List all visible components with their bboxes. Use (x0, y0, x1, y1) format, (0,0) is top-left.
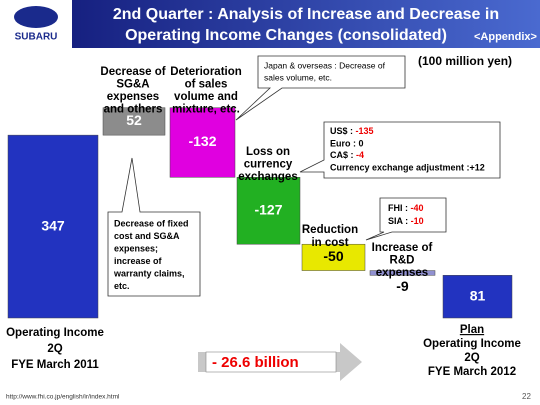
callout-label: US$ : (330, 126, 356, 136)
callout-text: Currency exchange adjustment :+12 (330, 162, 485, 172)
callout-text: increase of (114, 256, 163, 266)
category-label: volume and (174, 91, 238, 103)
category-label: and others (104, 104, 163, 116)
value-label: 81 (470, 287, 486, 303)
bar (442, 275, 513, 319)
unit: (100 million yen) (418, 54, 512, 68)
callout-value: -135 (356, 126, 374, 136)
callout (299, 121, 501, 179)
summary-box (205, 351, 337, 373)
category-label: Operating Income (6, 327, 104, 339)
chart: 347 Operating Income 2Q FYE March 2011 52 Dec… (6, 66, 521, 378)
category-label: Decrease of (100, 66, 165, 78)
bar (102, 107, 166, 136)
footer-url: http://www.fhi.co.jp/english/ir/index.ht… (6, 394, 120, 401)
callout-text: cost and SG&A (114, 231, 180, 241)
callout-text: warranty claims, (113, 268, 185, 278)
page-number: 22 (522, 392, 531, 401)
callout-text: etc. (114, 281, 130, 291)
summary: - 26.6 billion (212, 354, 299, 371)
category-label: of sales (185, 79, 228, 91)
category-label: R&D (390, 255, 415, 267)
category-label: SG&A (116, 79, 149, 91)
callout-text: SIA : -10 (388, 216, 424, 226)
category-label: Plan (460, 324, 484, 336)
value-label: -132 (188, 133, 216, 149)
logo-text: SUBARU (15, 32, 58, 43)
category-label: Operating Income (423, 338, 521, 350)
category-label: 2Q (47, 343, 62, 355)
bar (169, 107, 236, 178)
callout (365, 197, 447, 241)
callout-text: expenses; (114, 243, 158, 253)
title: 2nd Quarter : Analysis of Increase and D… (113, 6, 499, 23)
bar (7, 134, 99, 319)
bar (236, 177, 301, 245)
header-band (72, 0, 540, 48)
callout-text: sales volume, etc. (264, 72, 332, 82)
category-label: 2Q (464, 352, 479, 364)
callout-value: -10 (411, 216, 424, 226)
callout-label: SIA : (388, 216, 411, 226)
callout-value: -4 (356, 150, 364, 160)
callout-label: CA$ : (330, 150, 356, 160)
value-label: -127 (254, 201, 282, 217)
category-label: FYE March 2011 (11, 359, 99, 371)
category-label: Reduction (302, 224, 358, 236)
callout-value: -40 (411, 203, 424, 213)
callout-lines: Decrease of fixed cost and SG&A expenses; i… (113, 218, 189, 291)
category-label: FYE March 2012 (428, 366, 516, 378)
value-label: 347 (41, 217, 65, 233)
callout-text: FHI : -40 (388, 203, 424, 213)
bar (369, 270, 436, 276)
callout-label: FHI : (388, 203, 411, 213)
callout-text: CA$ : -4 (330, 150, 364, 160)
callout-text: Decrease of fixed (114, 218, 189, 228)
callout-text: Euro : 0 (330, 138, 364, 148)
category-label: Loss on (246, 146, 290, 158)
callout (107, 157, 201, 297)
title: Operating Income Changes (consolidated) (125, 27, 447, 44)
callout-text: Japan & overseas : Decrease of (264, 60, 386, 70)
category-label: expenses (376, 267, 428, 279)
callout-text: US$ : -135 (330, 126, 374, 136)
tag: <Appendix> (474, 31, 537, 43)
callout (235, 55, 406, 121)
logo-mark (14, 6, 58, 28)
value-label: -50 (323, 248, 343, 264)
category-label: expenses (107, 91, 159, 103)
value-label: 52 (126, 112, 142, 128)
category-label: Deterioration (170, 66, 242, 78)
category-label: currency (244, 159, 293, 171)
category-label: mixture, etc. (172, 104, 240, 116)
category-label: in cost (311, 237, 348, 249)
category-label: Increase of (372, 242, 433, 254)
category-label: exchanges (238, 171, 297, 183)
bar (301, 243, 366, 271)
value-label: -9 (396, 278, 409, 294)
